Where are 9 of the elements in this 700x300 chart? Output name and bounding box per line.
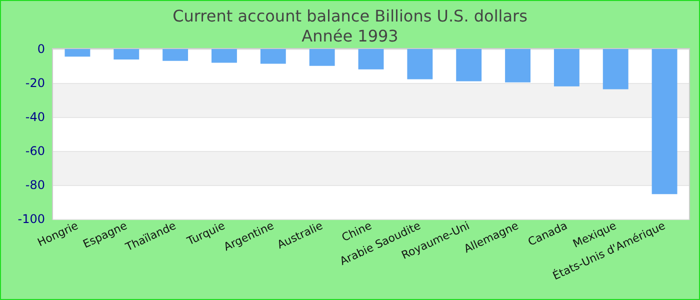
- y-tick-label: -20: [25, 76, 45, 90]
- y-tick-label: -100: [18, 212, 45, 226]
- chart-title: Current account balance Billions U.S. dollars: [172, 6, 528, 26]
- x-tick-label: Chine: [340, 219, 374, 244]
- y-tick-label: -80: [25, 178, 45, 192]
- y-tick-label: 0: [37, 42, 45, 56]
- chart-subtitle: Année 1993: [302, 26, 398, 46]
- y-tick-label: -60: [25, 144, 45, 158]
- y-tick-label: -40: [25, 110, 45, 124]
